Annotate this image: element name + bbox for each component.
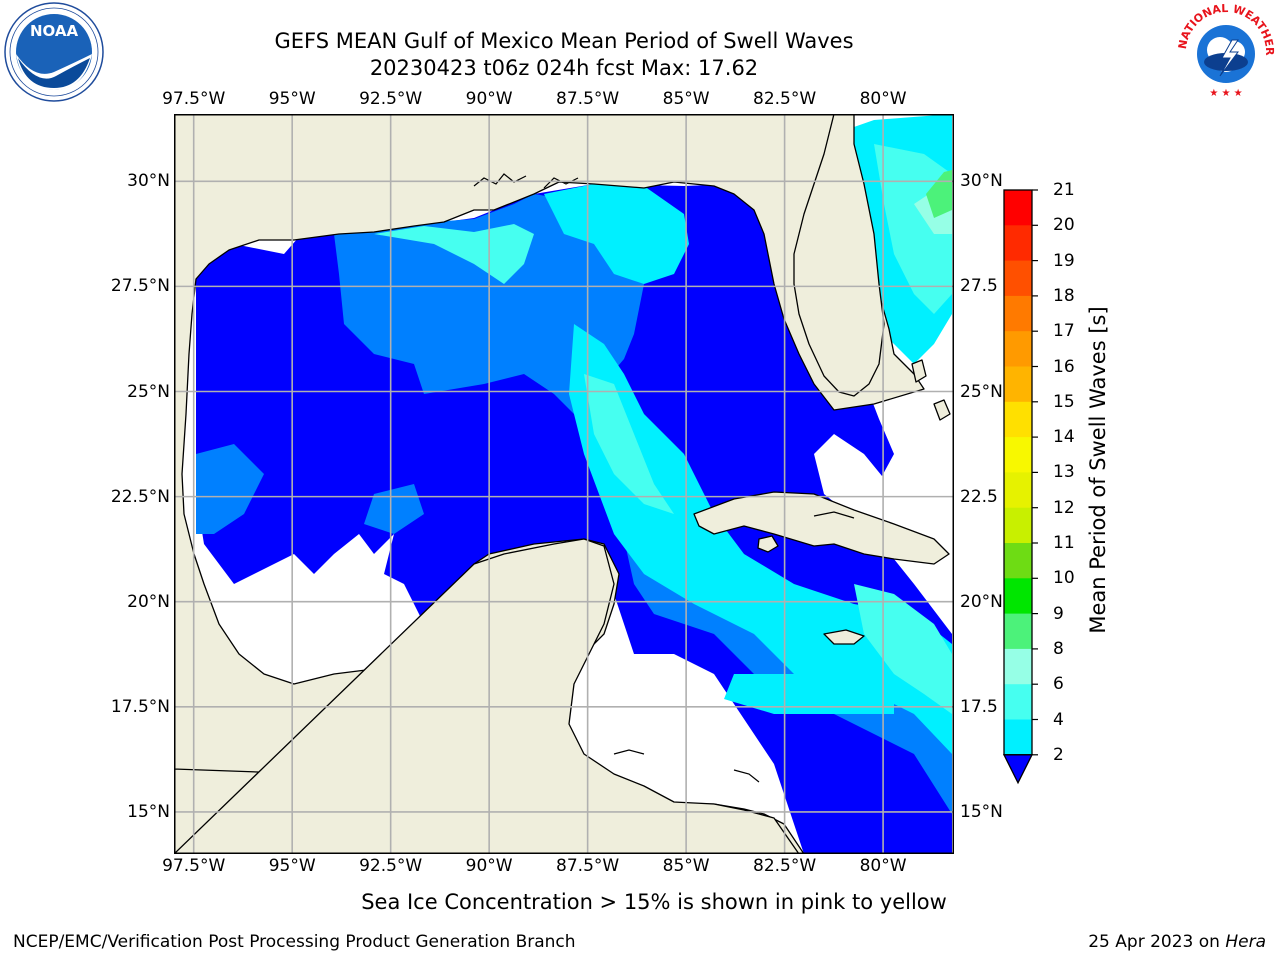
swell-band-8-9	[374, 144, 952, 714]
colorbar-tick-label: 20	[1053, 215, 1075, 236]
colorbar-tick-label: 6	[1053, 674, 1064, 695]
colorbar	[1002, 189, 1038, 785]
colorbar-tick-label: 12	[1053, 497, 1075, 518]
colorbar-tick-label: 17	[1053, 321, 1075, 342]
lat-tick-label: 22.5°N	[110, 486, 170, 507]
colorbar-title: Mean Period of Swell Waves [s]	[1086, 306, 1110, 634]
sea-ice-note: Sea Ice Concentration > 15% is shown in …	[361, 890, 947, 914]
lon-tick-label: 97.5°W	[162, 89, 226, 109]
land-bahamas-2	[933, 399, 951, 421]
chart-subtitle: 20230423 t06z 024h fcst Max: 17.62	[369, 56, 759, 80]
lon-tick-label: 82.5°W	[753, 89, 817, 109]
lon-tick-label: 85°W	[662, 856, 710, 876]
colorbar-extend-triangle	[1002, 754, 1034, 785]
noaa-logo-text: NOAA	[30, 22, 79, 40]
colorbar-tick-label: 8	[1053, 638, 1064, 659]
colorbar-tick-label: 2	[1053, 744, 1064, 765]
colorbar-tick-label: 10	[1053, 568, 1075, 589]
footer-credit: NCEP/EMC/Verification Post Processing Pr…	[13, 932, 576, 952]
lat-tick-label: 22.5	[960, 486, 998, 507]
colorbar-tick-label: 14	[1053, 427, 1075, 448]
lat-tick-label: 20°N	[127, 591, 170, 612]
land-isla-juventud	[757, 535, 779, 553]
lat-tick-label: 20°N	[960, 591, 1003, 612]
colorbar-segment	[1004, 472, 1032, 509]
colorbar-segment	[1004, 437, 1032, 473]
lat-tick-label: 30°N	[127, 171, 170, 192]
colorbar-segment	[1004, 295, 1032, 332]
footer-host: Hera	[1225, 932, 1266, 952]
lat-tick-label: 15°N	[127, 801, 170, 822]
chart-title: GEFS MEAN Gulf of Mexico Mean Period of …	[274, 29, 854, 53]
colorbar-segment	[1004, 648, 1032, 685]
lon-tick-label: 80°W	[859, 89, 907, 109]
lat-tick-label: 25°N	[960, 381, 1003, 402]
land-bahamas-1	[911, 359, 927, 383]
lon-tick-label: 95°W	[268, 89, 316, 109]
colorbar-tick-label: 18	[1053, 285, 1075, 306]
swell-band-4-6	[196, 194, 952, 814]
swell-period-map	[174, 114, 954, 854]
lon-tick-label: 92.5°W	[359, 89, 423, 109]
land-masses	[174, 114, 953, 854]
lon-tick-label: 92.5°W	[359, 856, 423, 876]
colorbar-tick-label: 13	[1053, 462, 1075, 483]
colorbar-tick-label: 11	[1053, 533, 1075, 553]
colorbar-segment	[1004, 366, 1032, 403]
nws-logo: NATIONAL WEATHER SERVICE ★ ★ ★	[1172, 0, 1276, 106]
colorbar-segment	[1004, 401, 1032, 438]
land-jamaica	[823, 629, 865, 645]
colorbar-segment	[1004, 719, 1032, 756]
lon-tick-label: 80°W	[859, 856, 907, 876]
colorbar-segment	[1004, 331, 1032, 367]
swell-field	[196, 114, 952, 854]
footer-date-text: 25 Apr 2023 on	[1088, 932, 1226, 952]
colorbar-tick-label: 19	[1053, 250, 1075, 271]
colorbar-segment	[1004, 225, 1032, 262]
lat-tick-label: 27.5°N	[110, 276, 170, 297]
colorbar-segment	[1004, 260, 1032, 297]
colorbar-segment	[1004, 543, 1032, 579]
colorbar-tick-label: 21	[1053, 180, 1075, 200]
nws-logo-icon: NATIONAL WEATHER SERVICE ★ ★ ★	[1172, 0, 1276, 100]
map-gridlines	[174, 114, 954, 854]
colorbar-segment	[1004, 613, 1032, 650]
colorbar-tick-label: 9	[1053, 603, 1064, 624]
lon-tick-label: 82.5°W	[753, 856, 817, 876]
colorbar-segment	[1004, 578, 1032, 615]
lon-tick-label: 95°W	[268, 856, 316, 876]
lon-tick-label: 87.5°W	[556, 89, 620, 109]
lat-tick-label: 17.5	[960, 696, 998, 717]
colorbar-segment	[1004, 190, 1032, 226]
svg-text:★ ★ ★: ★ ★ ★	[1209, 88, 1242, 99]
footer-date: 25 Apr 2023 on Hera	[1088, 932, 1266, 952]
noaa-logo-icon: NOAA	[4, 2, 104, 102]
land-florida-peninsula	[793, 114, 885, 397]
colorbar-tick-label: 15	[1053, 391, 1075, 412]
colorbar-segment	[1004, 507, 1032, 544]
lon-tick-label: 85°W	[662, 89, 710, 109]
land-cuba	[693, 491, 950, 565]
lat-tick-label: 27.5	[960, 276, 998, 297]
colorbar-segment	[1004, 684, 1032, 720]
lon-tick-label: 97.5°W	[162, 856, 226, 876]
lat-tick-label: 25°N	[127, 381, 170, 402]
lon-tick-label: 87.5°W	[556, 856, 620, 876]
lat-tick-label: 17.5°N	[110, 696, 170, 717]
swell-band-6-8	[544, 114, 952, 754]
lat-tick-label: 15°N	[960, 801, 1003, 822]
colorbar-tick-label: 16	[1053, 356, 1075, 377]
map-frame	[174, 114, 954, 854]
noaa-logo: NOAA	[4, 2, 104, 106]
colorbar-tick-label: 4	[1053, 709, 1064, 730]
lon-tick-label: 90°W	[465, 89, 513, 109]
lon-tick-label: 90°W	[465, 856, 513, 876]
lat-tick-label: 30°N	[960, 171, 1003, 192]
